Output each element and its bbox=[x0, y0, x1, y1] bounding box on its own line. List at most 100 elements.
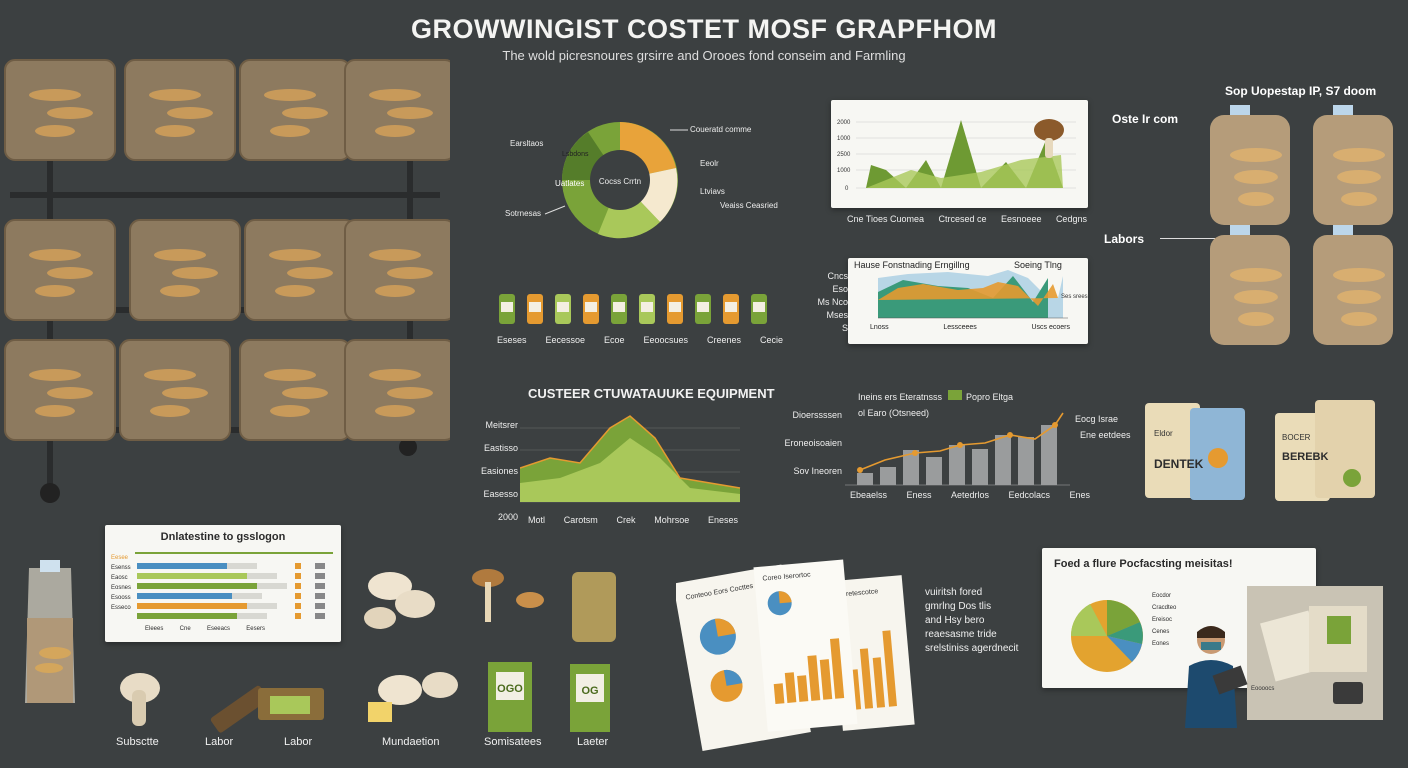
table-bar bbox=[137, 603, 247, 609]
combo-x-labels: Ebeaelss Eness Aetedrlos Eedcolacs Enes bbox=[850, 490, 1090, 500]
oyster-mushroom bbox=[1341, 192, 1377, 206]
area-series-light bbox=[866, 155, 1063, 188]
table-bar bbox=[137, 563, 227, 569]
table-row: Eesee bbox=[111, 555, 129, 561]
grow-bag bbox=[1313, 235, 1393, 345]
table-row: Esenss bbox=[111, 565, 131, 571]
line-series bbox=[520, 415, 741, 489]
oyster-mushroom bbox=[387, 267, 433, 279]
y-label: Dioerssssen bbox=[792, 410, 842, 420]
table-cell-marker bbox=[295, 573, 301, 579]
y-label: Cncs bbox=[827, 271, 848, 281]
x-label: Ebeaelss bbox=[850, 490, 888, 500]
table-row: Eaosc bbox=[111, 575, 128, 581]
x-label: Uscs ecoers bbox=[1031, 324, 1070, 331]
grow-bag bbox=[1313, 115, 1393, 225]
x-label: Aetedrlos bbox=[950, 490, 990, 500]
x-label: Eesnoeee bbox=[1000, 214, 1042, 224]
mushroom-icon bbox=[1034, 119, 1064, 141]
equipment-area-chart bbox=[520, 415, 741, 503]
table-cell-marker bbox=[295, 563, 301, 569]
bags-mid-label: Oste Ir com bbox=[1112, 112, 1179, 126]
table-bar bbox=[137, 593, 232, 599]
y-label: Eroneoisoaien bbox=[784, 438, 842, 448]
report-title: Coreo Iserortoc bbox=[762, 571, 811, 582]
table-cell-marker bbox=[295, 583, 301, 589]
donut-label: Earsltaos bbox=[510, 139, 543, 148]
table-panel: Dnlatestine to gsslogon Eesee Esenss Eao… bbox=[105, 525, 341, 642]
bar-icon bbox=[210, 685, 268, 733]
donut-label: Uatlates bbox=[555, 179, 584, 188]
table-cell-marker bbox=[295, 603, 301, 609]
pack-top: Eldor bbox=[1154, 429, 1173, 438]
pack-label: OG bbox=[581, 685, 598, 697]
x-label: Ctrcesed ce bbox=[938, 214, 987, 224]
y-tick: 2000 bbox=[837, 120, 851, 126]
worker-illustration bbox=[1185, 626, 1248, 728]
table-col: Cne bbox=[179, 626, 191, 632]
donut-chart: Cocss Crrtn Earsltaos Lsbdons Uatlates S… bbox=[505, 122, 778, 239]
oyster-mushroom bbox=[1341, 312, 1377, 326]
report-bar bbox=[797, 675, 809, 702]
combo-legend: Ineins ers Eteratnsss bbox=[858, 392, 943, 402]
oyster-mushroom bbox=[29, 249, 81, 261]
jar-label: Cecie bbox=[759, 335, 783, 345]
y-label: Easesso bbox=[483, 489, 518, 499]
note-line: srelstiniss agerdnecit bbox=[925, 643, 1019, 654]
oyster-mushroom bbox=[160, 285, 200, 297]
mushroom-chart: 2000 1000 2500 1000 0 bbox=[837, 119, 1076, 192]
oyster-mushroom bbox=[47, 107, 93, 119]
oyster-mushroom bbox=[375, 285, 415, 297]
area-series-orange bbox=[878, 282, 1058, 306]
grain-jar-icon bbox=[572, 572, 616, 642]
area-series bbox=[866, 120, 1063, 188]
x-label: Cedgns bbox=[1055, 214, 1087, 224]
chart-title: Soeing Tlng bbox=[1014, 260, 1062, 270]
oyster-mushroom bbox=[1230, 268, 1282, 282]
oyster-mushroom bbox=[172, 267, 218, 279]
report-bar bbox=[819, 659, 833, 700]
oyster-mushroom bbox=[29, 369, 81, 381]
table-cell-marker bbox=[295, 613, 301, 619]
combo-bar bbox=[972, 449, 988, 485]
caption-manufacturing: Mundaetion bbox=[382, 736, 440, 748]
y-label: Ms Nco bbox=[817, 297, 848, 307]
oyster-mushroom bbox=[150, 405, 190, 417]
combo-point bbox=[912, 450, 918, 456]
page-subtitle: The wold picresnoures grsirre and Orooes… bbox=[502, 48, 906, 63]
grow-bag bbox=[1210, 235, 1290, 345]
donut-center-label: Cocss Crrtn bbox=[599, 177, 641, 186]
combo-chart bbox=[845, 412, 1070, 486]
oyster-mushroom bbox=[287, 267, 333, 279]
photo-caption: Eoooocs bbox=[1251, 686, 1275, 692]
oyster-mushroom bbox=[1337, 170, 1381, 184]
table-row: Esseco bbox=[111, 605, 131, 611]
combo-side-label: Eocg Israe bbox=[1075, 414, 1119, 424]
table-row-labels: Eesee Esenss Eaosc Eosnes Esooss Esseco bbox=[111, 553, 131, 613]
jar-row: Eseses Eecessoe Ecoe Eeoocsues Creenes C… bbox=[495, 290, 785, 345]
chart-legend: Ses srees bbox=[1061, 294, 1088, 300]
combo-legend: Popro Eltga bbox=[966, 392, 1014, 402]
table-bottom-labels: Eleees Cne Eseeacs Eesers bbox=[145, 626, 265, 632]
x-label: Eness bbox=[906, 490, 932, 500]
donut-label: Coueratd comme bbox=[690, 125, 752, 134]
legend-item: Ereisoc bbox=[1152, 617, 1173, 623]
report-title: Coretescotce bbox=[837, 588, 879, 599]
donut-label: Eeolr bbox=[700, 159, 719, 168]
oyster-mushroom bbox=[387, 387, 433, 399]
area-chart-y-labels: Cncs Eso Ms Nco Mses S bbox=[812, 270, 848, 335]
legend-item: Cracdteo bbox=[1152, 605, 1177, 611]
table-bar bbox=[137, 613, 237, 619]
oyster-mushroom bbox=[1337, 290, 1381, 304]
table-col: Eesers bbox=[246, 626, 265, 632]
table-col: Eseeacs bbox=[206, 626, 230, 632]
donut-label: Ltviavs bbox=[700, 187, 725, 196]
jar-label: Creenes bbox=[706, 335, 741, 345]
donut-hole bbox=[590, 150, 650, 210]
oyster-mushroom bbox=[167, 107, 213, 119]
combo-bar bbox=[926, 457, 942, 485]
oyster-mushroom bbox=[1234, 170, 1278, 184]
oyster-mushroom bbox=[369, 369, 421, 381]
mushroom-grow-bags bbox=[1210, 105, 1393, 345]
jar-label: Eeoocsues bbox=[643, 335, 688, 345]
